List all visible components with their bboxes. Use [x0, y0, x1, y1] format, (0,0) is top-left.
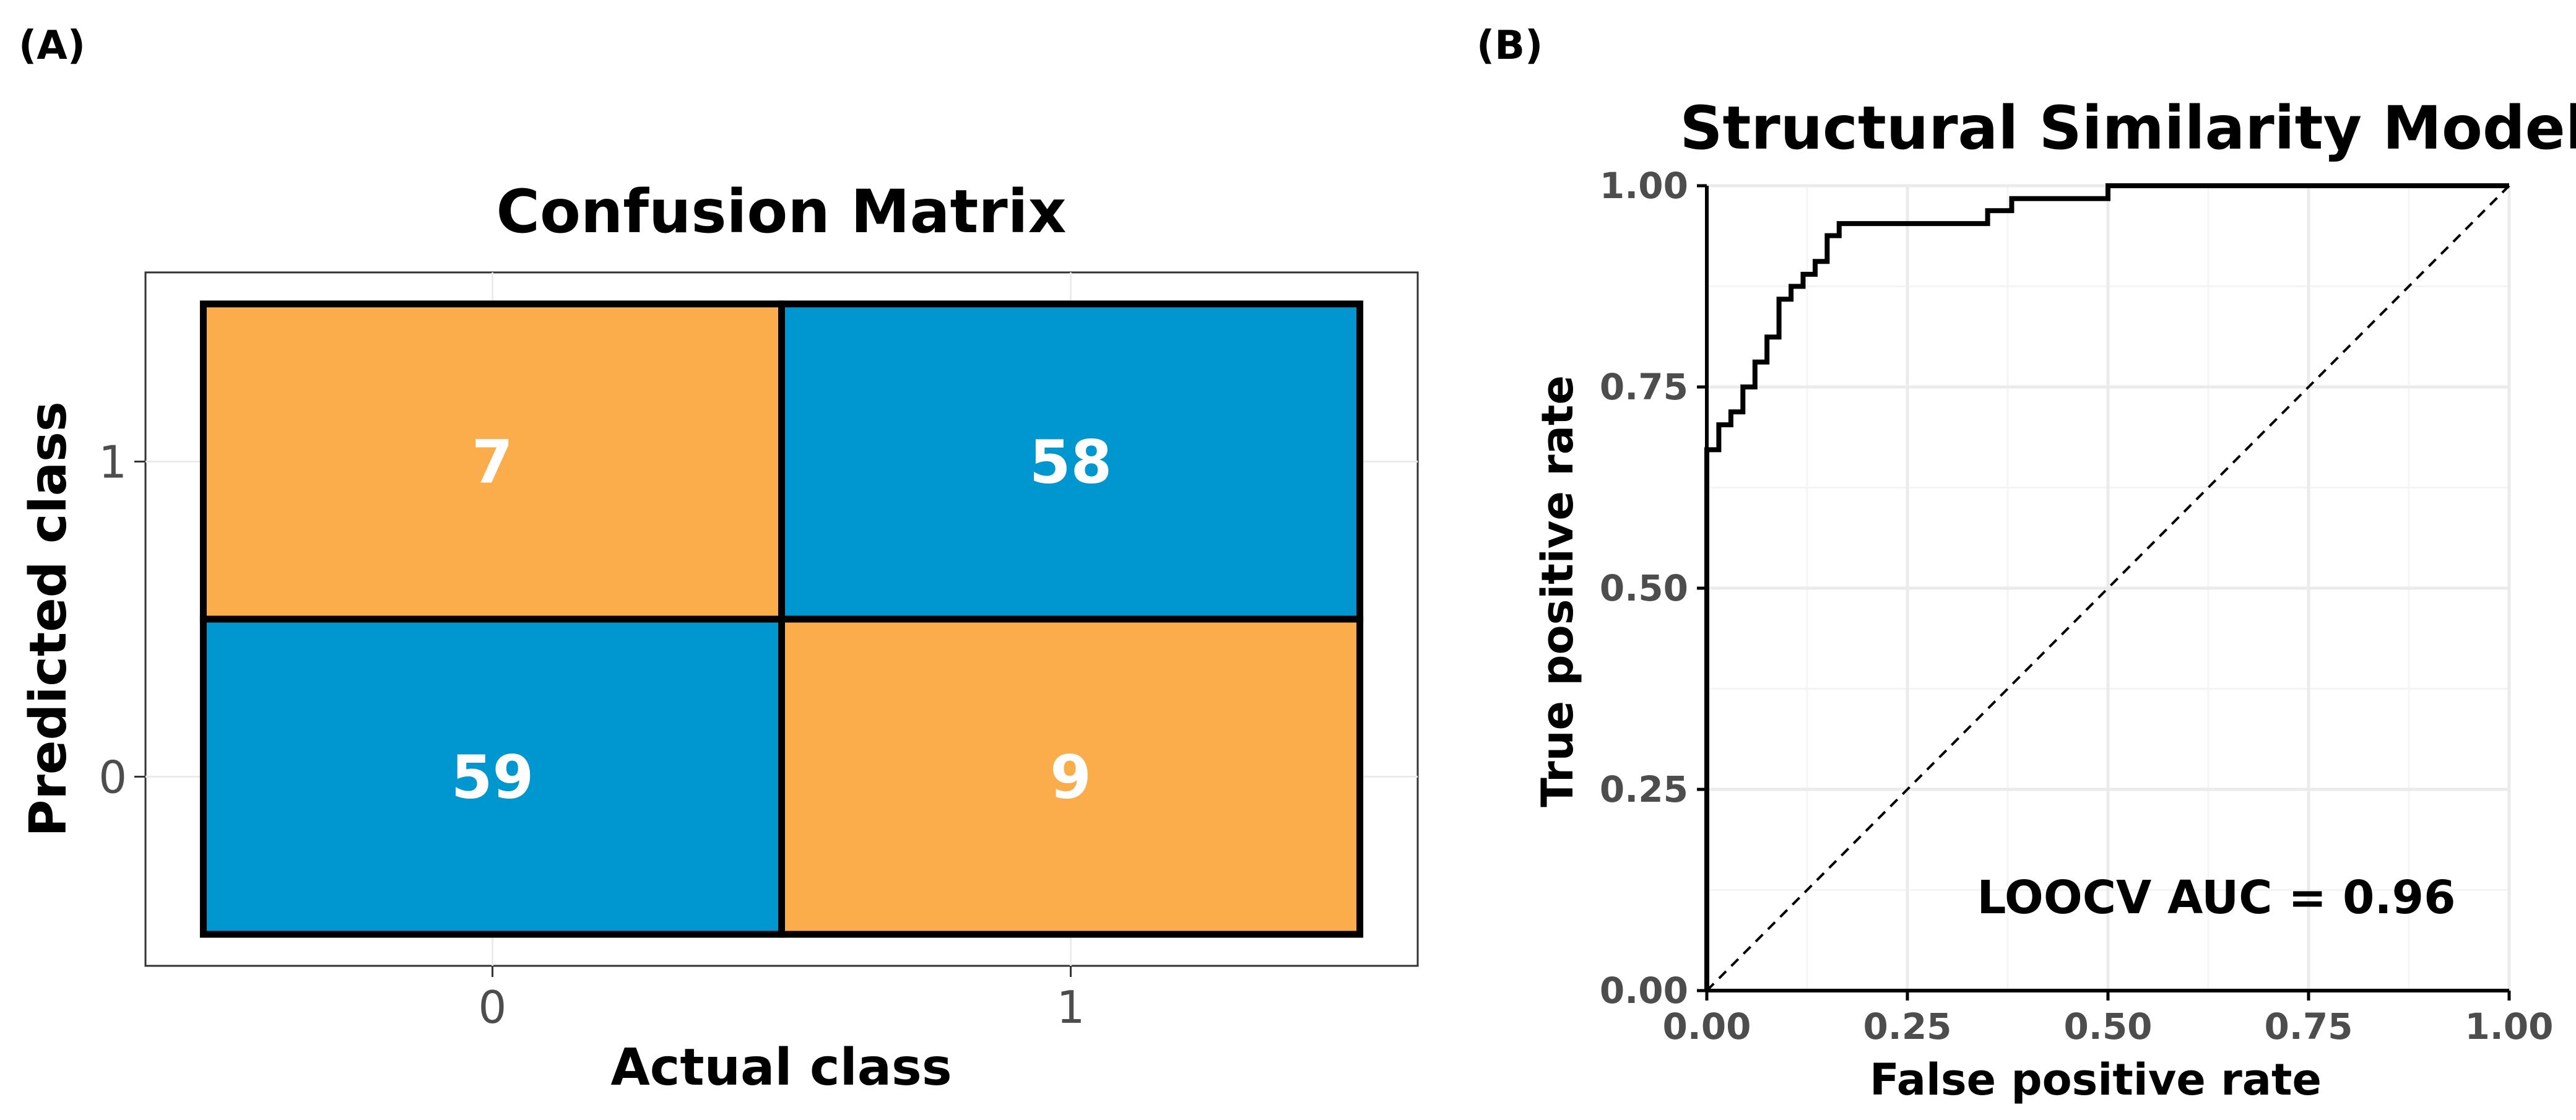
roc-y-tick-label: 0.25 — [1600, 768, 1688, 810]
roc-lines — [1704, 183, 2510, 992]
roc-x-tick-label: 0.00 — [1662, 1005, 1751, 1048]
roc-x-tick-label: 0.75 — [2264, 1005, 2353, 1048]
cm-y-tick-label: 0 — [98, 752, 127, 804]
cm-x-tick-label: 0 — [479, 981, 507, 1033]
roc-x-tick-label: 0.25 — [1863, 1005, 1951, 1048]
roc-y-tick-label: 0.00 — [1600, 970, 1688, 1012]
cm-cell-1-1 — [778, 300, 1364, 623]
cm-y-ticks: 01 — [98, 436, 145, 804]
auc-annotation: LOOCV AUC = 0.96 — [1977, 871, 2455, 924]
cm-cell-1-0 — [778, 615, 1364, 938]
roc-x-axis-title: False positive rate — [1870, 1054, 2322, 1105]
roc-chart: Structural Similarity Model 0.00 0.25 0.50… — [1532, 93, 2576, 1105]
cm-y-tick-label: 1 — [98, 436, 127, 488]
confusion-matrix-title: Confusion Matrix — [497, 177, 1067, 246]
roc-x-ticks: 0.00 0.25 0.50 0.75 1.00 — [1662, 991, 2554, 1048]
cm-cell-label: 58 — [1030, 427, 1112, 497]
cm-y-axis-title: Predicted class — [19, 401, 78, 836]
roc-x-tick-label: 0.50 — [2063, 1005, 2152, 1048]
roc-curve-line — [1704, 183, 2509, 991]
roc-y-tick-label: 0.75 — [1600, 366, 1688, 408]
cm-cell-0-0 — [199, 615, 785, 938]
cm-x-tick-label: 1 — [1057, 981, 1085, 1033]
roc-y-ticks: 0.00 0.25 0.50 0.75 1.00 — [1600, 165, 1707, 1012]
roc-y-tick-label: 0.50 — [1600, 567, 1688, 609]
roc-title: Structural Similarity Model — [1680, 93, 2576, 163]
cm-x-axis-title: Actual class — [610, 1038, 952, 1097]
cm-cell-label: 9 — [1050, 743, 1091, 812]
cm-cell-label: 59 — [451, 743, 534, 812]
roc-gridlines — [1705, 184, 2511, 992]
roc-x-tick-label: 1.00 — [2465, 1005, 2553, 1048]
cm-cells: 7 58 59 9 — [199, 300, 1364, 938]
panel-b-label: (B) — [1477, 23, 1543, 69]
cm-cell-label: 7 — [472, 427, 513, 497]
roc-y-tick-label: 1.00 — [1600, 165, 1688, 207]
panel-a-label: (A) — [19, 23, 85, 69]
roc-y-axis-title: True positive rate — [1532, 375, 1583, 807]
